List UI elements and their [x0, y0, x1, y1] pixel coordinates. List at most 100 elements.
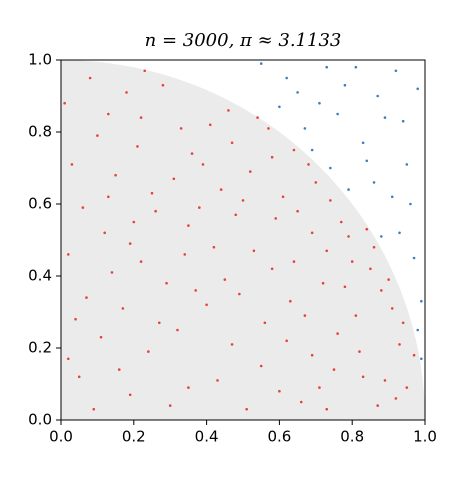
point: [303, 314, 307, 317]
point: [103, 231, 106, 235]
point: [136, 145, 139, 148]
point: [234, 213, 238, 217]
point: [412, 256, 416, 260]
point: [96, 134, 99, 137]
point: [66, 253, 70, 256]
y-tick-label: 0.8: [28, 123, 52, 141]
point: [405, 163, 409, 166]
point: [365, 159, 369, 163]
point: [372, 181, 376, 184]
point: [63, 101, 66, 105]
point: [401, 321, 405, 325]
x-tick-label: 0.6: [267, 428, 291, 446]
point: [205, 303, 208, 307]
point: [365, 227, 369, 231]
point: [121, 307, 125, 310]
point: [329, 166, 332, 170]
axes-frame: [60, 59, 426, 421]
point: [307, 163, 310, 166]
point: [325, 407, 329, 411]
point: [147, 350, 150, 353]
point: [318, 101, 321, 105]
point: [325, 65, 329, 69]
x-tick-label: 0.2: [122, 428, 146, 446]
quarter-circle: [61, 60, 425, 420]
y-tick-label: 0.2: [28, 339, 52, 357]
x-tick-label: 0.0: [49, 428, 73, 446]
point: [223, 278, 227, 281]
point: [270, 267, 274, 271]
point: [241, 199, 245, 202]
point: [296, 91, 299, 94]
point: [343, 83, 347, 87]
point: [329, 199, 332, 202]
point: [289, 299, 292, 303]
y-tick-label: 0.6: [28, 195, 52, 213]
point: [245, 407, 248, 411]
point: [376, 404, 379, 407]
point: [278, 389, 281, 393]
point: [354, 65, 358, 69]
point: [74, 317, 77, 321]
point: [172, 177, 176, 181]
point: [347, 235, 350, 238]
point: [267, 127, 270, 130]
point: [259, 62, 263, 65]
point: [161, 83, 165, 87]
point: [252, 249, 256, 253]
point: [143, 69, 147, 73]
point: [85, 296, 88, 299]
point: [219, 188, 223, 191]
x-tick-label: 0.4: [195, 428, 219, 446]
point: [336, 112, 339, 116]
point: [168, 404, 172, 407]
point: [299, 400, 303, 404]
point: [394, 69, 398, 73]
point: [278, 105, 281, 109]
point: [270, 155, 274, 159]
point: [310, 353, 314, 357]
point: [179, 127, 183, 130]
point: [361, 141, 365, 145]
point: [77, 375, 81, 379]
point: [390, 307, 394, 310]
point: [285, 339, 288, 343]
point: [405, 386, 409, 389]
point: [292, 148, 296, 152]
point: [332, 368, 336, 371]
point: [350, 260, 354, 263]
point: [310, 231, 314, 235]
point: [398, 343, 401, 346]
point: [114, 173, 117, 177]
point: [187, 224, 190, 227]
point: [369, 267, 372, 271]
point: [420, 299, 423, 303]
point: [227, 109, 230, 112]
point: [383, 116, 387, 119]
point: [208, 123, 212, 127]
y-tick-label: 0.0: [28, 411, 52, 429]
point: [336, 332, 339, 335]
point: [238, 292, 241, 296]
point: [310, 148, 314, 152]
point: [212, 245, 216, 249]
point: [230, 343, 234, 346]
point: [372, 245, 376, 249]
point: [358, 350, 361, 353]
point: [281, 195, 285, 199]
point: [125, 91, 128, 94]
point: [416, 328, 420, 332]
y-tick-label: 1.0: [28, 51, 52, 69]
chart-title: n = 3000, π ≈ 3.1133: [145, 30, 342, 51]
point: [296, 209, 299, 213]
point: [157, 321, 161, 325]
point: [292, 260, 296, 263]
point: [132, 220, 136, 224]
x-tick-label: 1.0: [413, 428, 437, 446]
point: [88, 76, 92, 80]
point: [154, 209, 157, 213]
point: [401, 119, 405, 123]
point: [66, 357, 70, 361]
point: [376, 94, 379, 98]
